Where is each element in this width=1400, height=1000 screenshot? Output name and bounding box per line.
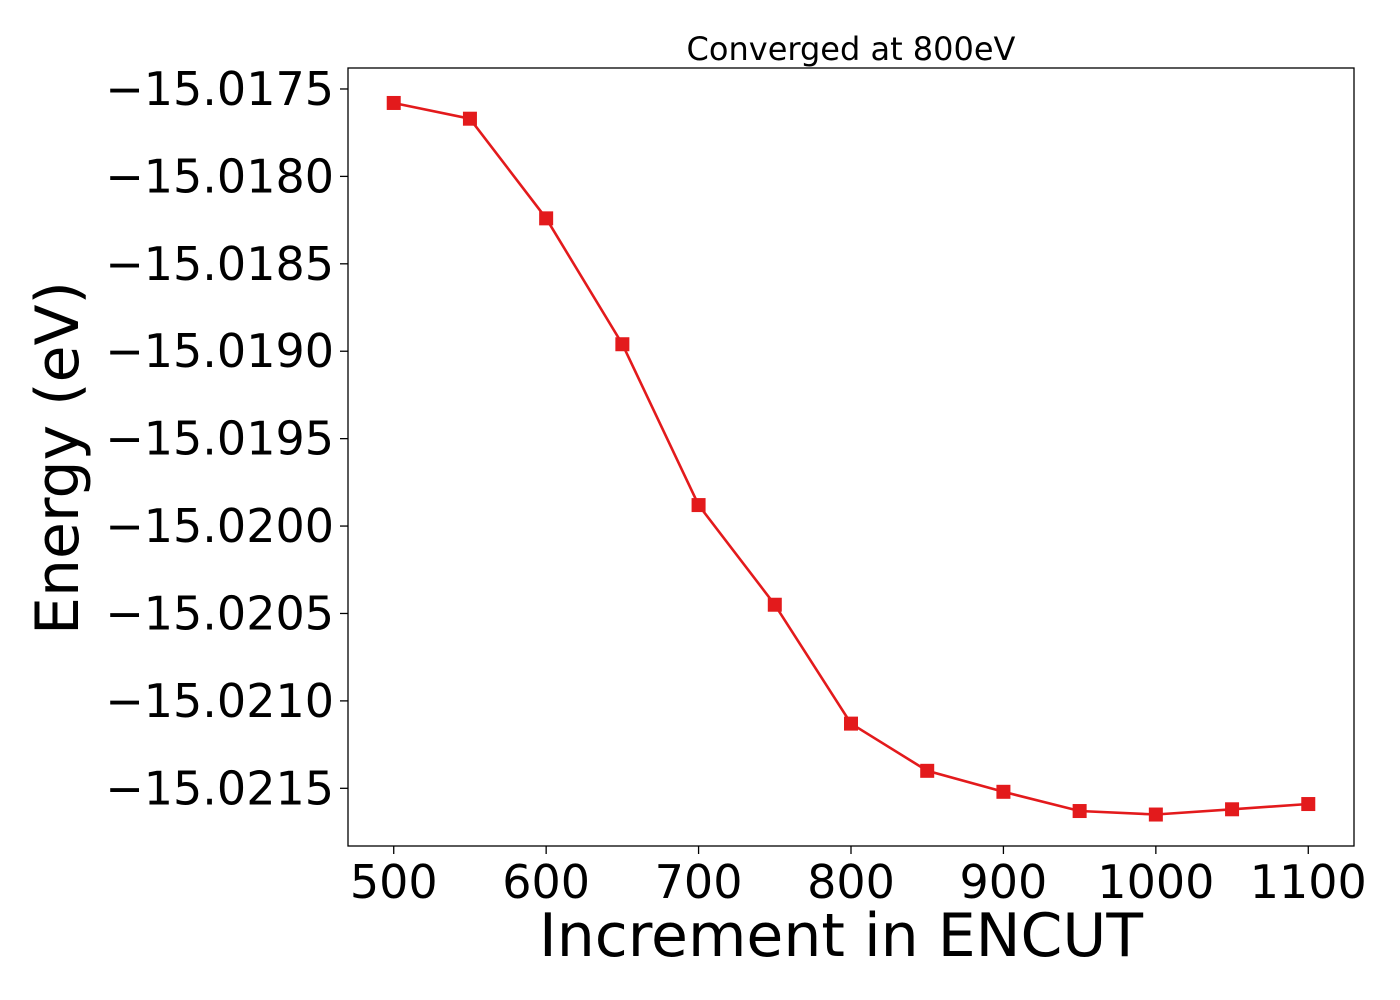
y-axis-label: Energy (eV) (23, 281, 93, 635)
data-point (462, 111, 477, 126)
x-tick-label: 800 (807, 855, 895, 909)
data-point (539, 211, 554, 226)
chart-title: Converged at 800eV (687, 30, 1016, 68)
x-tick-label: 500 (350, 855, 438, 909)
data-point (996, 784, 1011, 799)
x-tick-label: 1100 (1250, 855, 1367, 909)
x-tick-label: 900 (960, 855, 1048, 909)
data-point (1148, 807, 1163, 822)
x-tick-label: 600 (502, 855, 590, 909)
x-axis-ticks: 500 600 700 800 900 1000 1100 (350, 846, 1367, 909)
x-tick-label: 700 (655, 855, 743, 909)
plot-frame (347, 67, 1355, 847)
y-tick-label: −15.0185 (105, 237, 334, 291)
data-point (691, 498, 706, 513)
data-point (1072, 804, 1087, 819)
series-layer (386, 95, 1316, 822)
x-tick-label: 1000 (1097, 855, 1214, 909)
data-point (767, 597, 782, 612)
data-point (920, 763, 935, 778)
y-tick-label: −15.0205 (105, 586, 334, 640)
data-point (1225, 802, 1240, 817)
data-point (844, 716, 858, 731)
y-tick-label: −15.0180 (105, 149, 334, 203)
data-point (1301, 797, 1316, 812)
y-tick-label: −15.0190 (105, 324, 334, 378)
data-point (615, 337, 630, 352)
y-tick-label: −15.0200 (105, 499, 334, 553)
series-line (393, 101, 1309, 816)
x-axis-label: Increment in ENCUT (539, 901, 1143, 971)
y-tick-label: −15.0175 (105, 62, 334, 116)
y-tick-label: −15.0210 (105, 674, 334, 728)
y-axis-ticks: −15.0175 −15.0180 −15.0185 −15.0190 −15.0195… (105, 62, 348, 815)
y-tick-label: −15.0215 (105, 761, 334, 815)
y-tick-label: −15.0195 (105, 412, 334, 466)
data-point (386, 95, 401, 110)
